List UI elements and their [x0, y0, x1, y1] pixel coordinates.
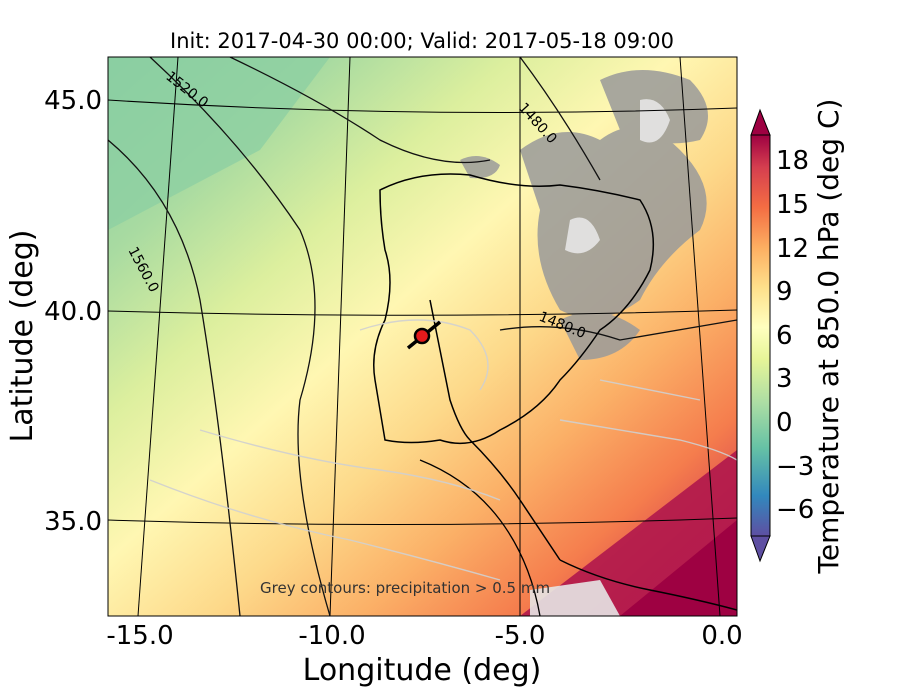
cbar-tick-12: 12	[776, 234, 809, 264]
height-contours	[108, 57, 737, 616]
x-axis-label: Longitude (deg)	[303, 653, 542, 688]
cbar-tick-3: 3	[776, 364, 793, 394]
x-tick-neg10: -10.0	[298, 621, 365, 651]
x-tick-neg15: -15.0	[106, 621, 173, 651]
colorbar: 18 15 12 9 6 3 0 −3 −6 Temperature at 85…	[750, 99, 845, 575]
coastline	[373, 173, 737, 611]
cbar-tick-neg6: −6	[776, 495, 814, 525]
location-marker	[413, 327, 431, 345]
x-tick-0: 0.0	[701, 621, 742, 651]
colorbar-body	[750, 134, 771, 537]
cbar-tick-9: 9	[776, 277, 793, 307]
precip-highlights	[530, 99, 670, 616]
cbar-tick-6: 6	[776, 321, 793, 351]
africa-coast	[419, 459, 541, 616]
precip-contours	[149, 319, 737, 581]
y-tick-35: 35.0	[44, 507, 102, 537]
y-tick-40: 40.0	[44, 297, 102, 327]
y-tick-45: 45.0	[44, 86, 102, 116]
colorbar-label: Temperature at 850.0 hPa (deg C)	[812, 99, 845, 575]
y-axis-label: Latitude (deg)	[5, 230, 40, 443]
chart-title: Init: 2017-04-30 00:00; Valid: 2017-05-1…	[170, 29, 674, 53]
precipitation-note: Grey contours: precipitation > 0.5 mm	[260, 579, 550, 597]
cbar-tick-0: 0	[776, 408, 793, 438]
y-axis: 45.0 40.0 35.0 Latitude (deg)	[5, 86, 102, 537]
cool-region	[108, 57, 330, 230]
cbar-tick-neg3: −3	[776, 452, 814, 482]
x-tick-neg5: -5.0	[495, 621, 546, 651]
map-frame	[107, 56, 738, 617]
hot-region	[620, 520, 737, 616]
colorbar-max-extend	[750, 108, 771, 136]
graticule	[108, 57, 737, 616]
map-panel: 1520.0 1480.0 1560.0 1480.0 Grey contour…	[108, 57, 737, 616]
x-axis: -15.0 -10.0 -5.0 0.0 Longitude (deg)	[106, 621, 742, 688]
colorbar-min-extend	[750, 535, 771, 563]
cbar-tick-18: 18	[776, 146, 809, 176]
cbar-tick-15: 15	[776, 190, 809, 220]
